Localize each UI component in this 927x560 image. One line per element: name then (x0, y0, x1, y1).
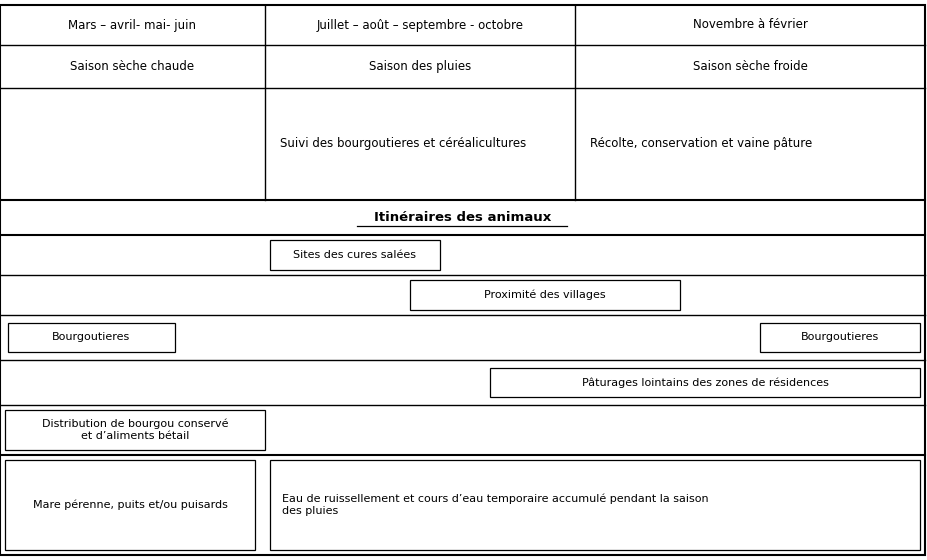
Text: Saison sèche froide: Saison sèche froide (692, 60, 806, 73)
Text: Sites des cures salées: Sites des cures salées (293, 250, 416, 260)
Text: Distribution de bourgou conservé
et d’aliments bétail: Distribution de bourgou conservé et d’al… (42, 419, 228, 441)
Text: Saison sèche chaude: Saison sèche chaude (70, 60, 195, 73)
Text: Mars – avril- mai- juin: Mars – avril- mai- juin (69, 18, 197, 31)
Text: Bourgoutieres: Bourgoutieres (800, 333, 878, 343)
Text: Suivi des bourgoutieres et céréalicultures: Suivi des bourgoutieres et céréalicultur… (280, 138, 526, 151)
Bar (759, 323, 919, 352)
Text: Mare pérenne, puits et/ou puisards: Mare pérenne, puits et/ou puisards (32, 500, 227, 510)
Text: Bourgoutieres: Bourgoutieres (52, 333, 131, 343)
Bar (270, 240, 439, 270)
Bar (270, 460, 919, 550)
Bar (410, 280, 679, 310)
Text: Récolte, conservation et vaine pâture: Récolte, conservation et vaine pâture (590, 138, 811, 151)
Bar (489, 368, 919, 397)
Text: Eau de ruissellement et cours d’eau temporaire accumulé pendant la saison
des pl: Eau de ruissellement et cours d’eau temp… (282, 494, 708, 516)
Text: Saison des pluies: Saison des pluies (368, 60, 471, 73)
Bar (5, 460, 255, 550)
Text: Proximité des villages: Proximité des villages (484, 290, 605, 300)
Text: Novembre à février: Novembre à février (692, 18, 806, 31)
Text: Juillet – août – septembre - octobre: Juillet – août – septembre - octobre (316, 18, 523, 31)
Bar (8, 323, 175, 352)
Text: Pâturages lointains des zones de résidences: Pâturages lointains des zones de résiden… (581, 377, 828, 388)
Bar (5, 410, 265, 450)
Text: Itinéraires des animaux: Itinéraires des animaux (374, 211, 551, 224)
